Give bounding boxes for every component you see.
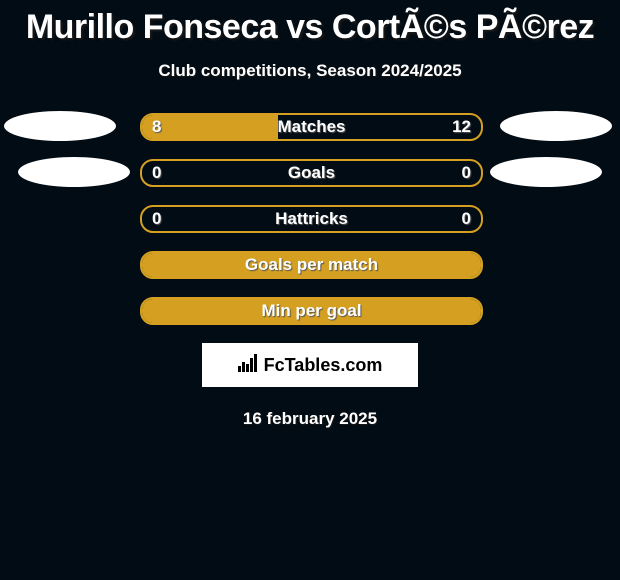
page-title: Murillo Fonseca vs CortÃ©s PÃ©rez: [0, 0, 620, 47]
stat-bar: Min per goal: [140, 297, 483, 325]
bars-icon: [238, 354, 260, 377]
stat-bar: 00Goals: [140, 159, 483, 187]
stat-label: Goals: [142, 163, 481, 183]
stat-label: Hattricks: [142, 209, 481, 229]
stats-comparison-card: Murillo Fonseca vs CortÃ©s PÃ©rez Club c…: [0, 0, 620, 580]
stat-bar: 812Matches: [140, 113, 483, 141]
player-marker-right: [490, 157, 602, 187]
subtitle: Club competitions, Season 2024/2025: [0, 61, 620, 81]
date-text: 16 february 2025: [0, 409, 620, 429]
stat-bar: 00Hattricks: [140, 205, 483, 233]
stat-label: Min per goal: [142, 301, 481, 321]
player-marker-left: [18, 157, 130, 187]
stat-label: Matches: [142, 117, 481, 137]
stat-label: Goals per match: [142, 255, 481, 275]
logo-label: FcTables.com: [264, 355, 383, 376]
logo-text: FcTables.com: [238, 354, 383, 377]
stat-row: Goals per match: [0, 251, 620, 277]
stat-bar: Goals per match: [140, 251, 483, 279]
stat-row: Min per goal: [0, 297, 620, 323]
stat-row: 00Goals: [0, 159, 620, 185]
player-marker-left: [4, 111, 116, 141]
player-marker-right: [500, 111, 612, 141]
logo-badge[interactable]: FcTables.com: [202, 343, 418, 387]
stat-row: 00Hattricks: [0, 205, 620, 231]
stats-rows: 812Matches 00Goals 00Hattricks Goals per ma…: [0, 113, 620, 323]
stat-row: 812Matches: [0, 113, 620, 139]
